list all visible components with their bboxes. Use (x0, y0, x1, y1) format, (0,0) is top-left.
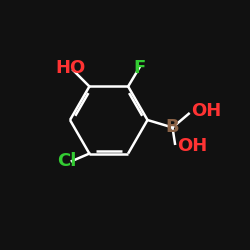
Text: OH: OH (178, 137, 208, 155)
Text: F: F (133, 59, 145, 77)
Text: OH: OH (191, 102, 222, 120)
Text: HO: HO (56, 59, 86, 77)
Text: B: B (166, 118, 179, 136)
Text: Cl: Cl (57, 152, 76, 170)
